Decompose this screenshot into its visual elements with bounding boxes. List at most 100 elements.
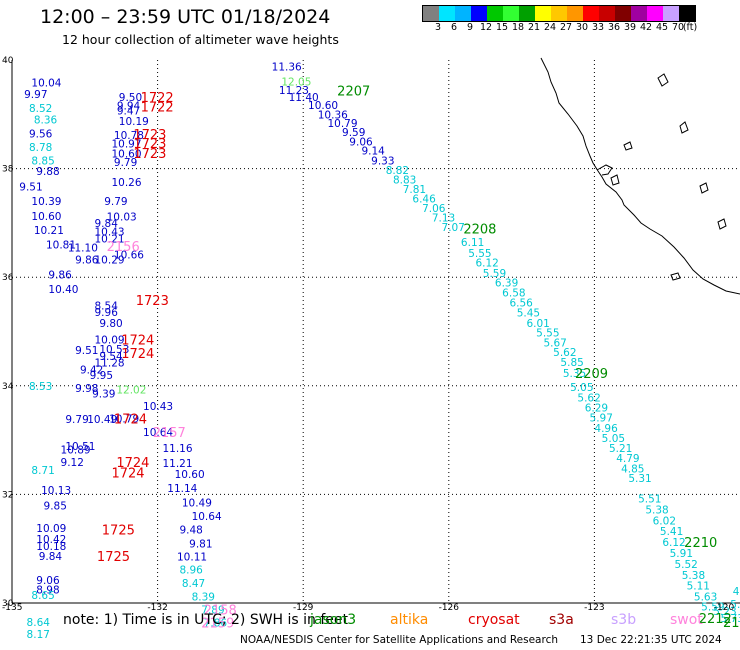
- wave-height-value: 6.11: [461, 237, 484, 249]
- wave-height-value: 10.64: [192, 511, 222, 523]
- map-title: 12:00 – 23:59 UTC 01/18/2024: [40, 6, 331, 28]
- wave-height-value: 7.13: [432, 212, 455, 224]
- color-swatch: [663, 6, 679, 21]
- wave-height-value: 10.39: [31, 196, 61, 208]
- wave-height-value: 5.11: [687, 581, 710, 593]
- wave-height-value: 4.79: [616, 453, 639, 465]
- wave-height-value: 10.97: [111, 139, 141, 151]
- wave-height-value: 7.06: [422, 203, 446, 215]
- wave-height-value: 10.36: [318, 109, 348, 121]
- color-scale-label: 45: [655, 22, 669, 33]
- wave-height-value: 9.98: [75, 383, 98, 395]
- wave-height-value: 5.31: [628, 473, 651, 485]
- wave-height-value: 5.91: [670, 548, 693, 560]
- color-scale-label: 15: [495, 22, 509, 33]
- wave-height-value: 8.54: [95, 300, 119, 312]
- wave-height-value: 9.88: [36, 166, 59, 178]
- latitude-label: 36: [2, 273, 14, 283]
- wave-height-value: 9.42: [80, 365, 103, 377]
- wave-height-value: 5.21: [609, 443, 632, 455]
- wave-height-value: 8.98: [36, 584, 59, 596]
- wave-height-value: 5.55: [536, 328, 559, 340]
- wave-height-value: 5.45: [517, 307, 540, 319]
- wave-height-value: 5.41: [660, 526, 683, 538]
- wave-height-value: 10.60: [175, 469, 205, 481]
- wave-height-value: 9.84: [39, 551, 63, 563]
- color-scale-label: 3: [434, 22, 442, 33]
- wave-height-value: 4.85: [621, 463, 644, 475]
- wave-height-value: 8.36: [34, 115, 58, 127]
- wave-height-value: 10.11: [177, 551, 207, 563]
- wave-height-value: 10.21: [95, 234, 125, 246]
- latitude-label: 34: [2, 382, 14, 392]
- pass-time-label: 1724: [114, 412, 147, 427]
- wave-height-value: 10.49: [182, 498, 212, 510]
- color-scale-bar: [422, 5, 696, 22]
- wave-height-value: 5.35: [563, 368, 586, 380]
- wave-height-value: 11.36: [272, 62, 302, 74]
- map-grid: [11, 60, 740, 604]
- wave-height-value: 10.66: [114, 249, 144, 261]
- color-scale-label: (ft): [682, 22, 698, 33]
- wave-height-value: 5.59: [483, 268, 506, 280]
- credit-agency: NOAA/NESDIS Center for Satellite Applica…: [240, 634, 558, 646]
- wave-height-value: 8.83: [393, 174, 416, 186]
- wave-height-value: 5.63: [694, 591, 717, 603]
- wave-height-value: 5.62: [553, 347, 576, 359]
- pass-time-label: 1725: [97, 550, 130, 565]
- wave-height-value: 9.54: [99, 351, 123, 363]
- pass-time-label: 1723: [136, 294, 169, 309]
- latitude-label: 32: [2, 490, 13, 500]
- wave-height-value: 11.28: [95, 357, 125, 369]
- wave-height-value: 11.14: [167, 483, 197, 495]
- wave-height-value: 9.94: [117, 101, 141, 113]
- wave-height-value: 9.79: [114, 157, 137, 169]
- color-scale-label: 24: [543, 22, 557, 33]
- pass-time-label: 1724: [121, 347, 154, 362]
- wave-height-value: 9.95: [90, 370, 113, 382]
- pass-time-label: 2156: [107, 240, 140, 255]
- wave-height-value: 10.79: [109, 413, 139, 425]
- wave-height-value: 10.29: [95, 254, 125, 266]
- wave-height-value: 6.12: [475, 258, 498, 270]
- satellite-note: note: 1) Time is in UTC; 2) SWH is in fe…: [63, 612, 703, 628]
- wave-height-value: 10.09: [36, 523, 66, 535]
- color-scale-label: 6: [450, 22, 458, 33]
- pass-time-label: 2212: [699, 612, 732, 627]
- color-scale-label: 18: [511, 22, 525, 33]
- wave-height-value: 9.97: [24, 89, 47, 101]
- wave-height-value: 5.85: [560, 357, 583, 369]
- wave-height-value: 11.40: [289, 92, 319, 104]
- color-scale-label: 39: [623, 22, 637, 33]
- pass-time-label: 1722: [141, 101, 174, 116]
- longitude-label: -123: [584, 603, 604, 613]
- wave-height-value: 5.23: [713, 606, 736, 618]
- longitude-label: -132: [147, 603, 167, 613]
- pass-time-label: 2158: [204, 604, 237, 619]
- pass-time-label: 2157: [153, 426, 186, 441]
- wave-height-value: 9.81: [189, 538, 212, 550]
- wave-height-value: 10.42: [36, 534, 66, 546]
- wave-height-value: 7.07: [442, 222, 465, 234]
- wave-height-value: 10.04: [31, 77, 61, 89]
- credit-line: NOAA/NESDIS Center for Satellite Applica…: [240, 634, 740, 646]
- wave-height-value: 11.23: [279, 85, 309, 97]
- wave-height-value: 4.11: [733, 586, 740, 598]
- longitude-label: -126: [439, 603, 460, 613]
- wave-height-value: 10.64: [143, 427, 173, 439]
- color-swatch: [487, 6, 503, 21]
- wave-height-value: 5.55: [468, 248, 491, 260]
- wave-height-value: 5.97: [590, 412, 613, 424]
- wave-height-value: 6.58: [502, 287, 525, 299]
- satellite-cryosat: cryosat: [468, 612, 520, 628]
- pass-time-label: 1723: [133, 147, 166, 162]
- pass-time-label: 1725: [102, 524, 135, 539]
- wave-height-value: 6.02: [653, 515, 676, 527]
- california-coastline: [540, 57, 740, 295]
- longitude-label: -129: [293, 603, 314, 613]
- color-swatch: [599, 6, 615, 21]
- color-scale-label: 42: [639, 22, 653, 33]
- wave-height-value: 8.82: [386, 165, 409, 177]
- wave-height-value: 5.38: [682, 570, 705, 582]
- color-swatch: [615, 6, 631, 21]
